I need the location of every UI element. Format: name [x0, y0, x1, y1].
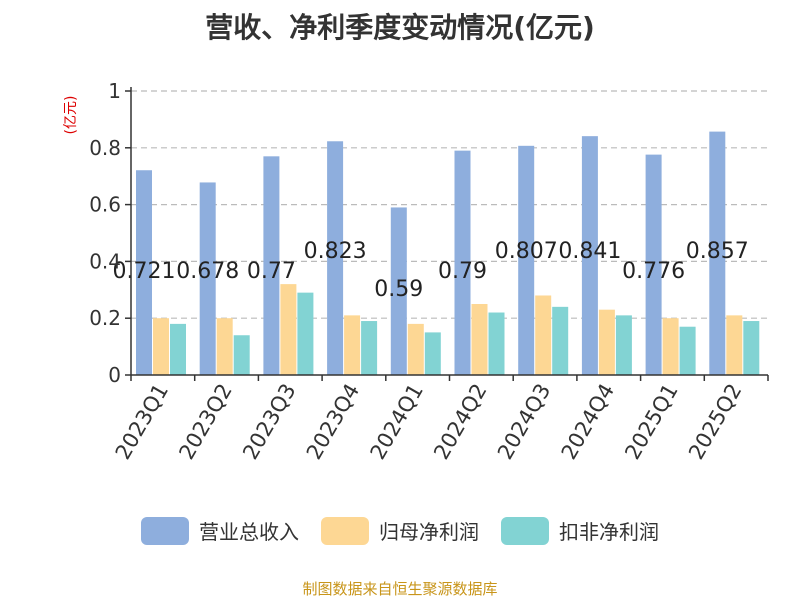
data-label: 0.776 [622, 259, 685, 284]
bar-net-profit [216, 318, 233, 375]
bar-deducted-profit [361, 321, 378, 375]
legend-label-revenue: 营业总收入 [199, 520, 299, 544]
grid-layer [131, 90, 768, 319]
data-labels-layer: 0.721 0.678 0.77 0.823 0.59 0.79 0.807 0.8410.7… [113, 239, 749, 302]
bar-revenue [709, 131, 726, 375]
bar-net-profit [726, 315, 743, 375]
bar-deducted-profit [297, 292, 314, 375]
data-label: 0.841 [558, 239, 621, 264]
bar-net-profit [471, 304, 488, 375]
y-tick-label: 0.6 [89, 193, 121, 217]
bar-net-profit [280, 284, 297, 375]
bar-deducted-profit [170, 323, 186, 375]
bar-revenue [390, 207, 407, 375]
bar-deducted-profit [679, 326, 696, 375]
legend-label-deducted-profit: 扣非净利润 [559, 520, 659, 544]
source-note: 制图数据来自恒生聚源数据库 [302, 580, 498, 598]
y-tick-label: 0.4 [89, 249, 121, 273]
bar-revenue [136, 170, 152, 375]
bar-deducted-profit [233, 335, 250, 375]
bar-deducted-profit [488, 312, 505, 375]
y-tick-label: 0 [108, 363, 121, 387]
bar-deducted-profit [615, 315, 632, 375]
x-tick-label: 2025Q2 [684, 380, 746, 464]
data-label: 0.857 [686, 239, 749, 264]
x-tick-label: 2024Q1 [366, 380, 428, 464]
chart-title: 营收、净利季度变动情况(亿元) [205, 11, 595, 44]
data-label: 0.59 [374, 277, 423, 302]
bar-net-profit [662, 318, 679, 375]
data-label: 0.823 [304, 239, 367, 264]
bar-revenue [581, 136, 598, 375]
y-tick-label: 0.2 [89, 306, 121, 330]
y-tick-label: 1 [108, 79, 121, 103]
x-tick-label: 2023Q4 [302, 380, 364, 464]
bar-net-profit [153, 318, 169, 375]
x-tick-label: 2023Q1 [111, 380, 173, 464]
legend-swatch-deducted-profit [501, 516, 549, 545]
bar-revenue [645, 154, 662, 375]
bar-net-profit [407, 323, 424, 375]
y-axis-label: (亿元) [63, 96, 79, 135]
bar-net-profit [598, 309, 615, 375]
legend-item-net-profit[interactable]: 归母净利润 [321, 516, 479, 545]
data-label: 0.77 [247, 259, 296, 284]
data-label: 0.721 [113, 259, 176, 284]
x-tick-label: 2024Q2 [429, 380, 491, 464]
bar-revenue [327, 141, 344, 375]
x-tick-label: 2023Q3 [238, 380, 300, 464]
data-label: 0.807 [495, 239, 558, 264]
data-label: 0.79 [438, 259, 487, 284]
legend: 营业总收入 归母净利润 扣非净利润 [0, 516, 800, 545]
legend-item-revenue[interactable]: 营业总收入 [141, 516, 299, 545]
bar-revenue [454, 150, 471, 375]
bar-revenue [518, 145, 535, 375]
x-tick-label: 2024Q4 [557, 380, 619, 464]
legend-swatch-revenue [141, 516, 189, 545]
bars-layer [136, 131, 760, 375]
legend-swatch-net-profit [321, 516, 369, 545]
x-tick-label: 2024Q3 [493, 380, 555, 464]
x-tick-label: 2025Q1 [620, 380, 682, 464]
legend-item-deducted-profit[interactable]: 扣非净利润 [501, 516, 659, 545]
bar-revenue [263, 156, 280, 375]
y-tick-label: 0.8 [89, 136, 121, 160]
bar-revenue [199, 182, 216, 375]
x-tick-label: 2023Q2 [174, 380, 236, 464]
bar-deducted-profit [552, 306, 569, 375]
bar-deducted-profit [424, 332, 441, 375]
legend-label-net-profit: 归母净利润 [379, 520, 479, 544]
data-label: 0.678 [176, 259, 239, 284]
bar-net-profit [344, 315, 361, 375]
bar-deducted-profit [743, 321, 760, 375]
bar-net-profit [535, 295, 552, 375]
